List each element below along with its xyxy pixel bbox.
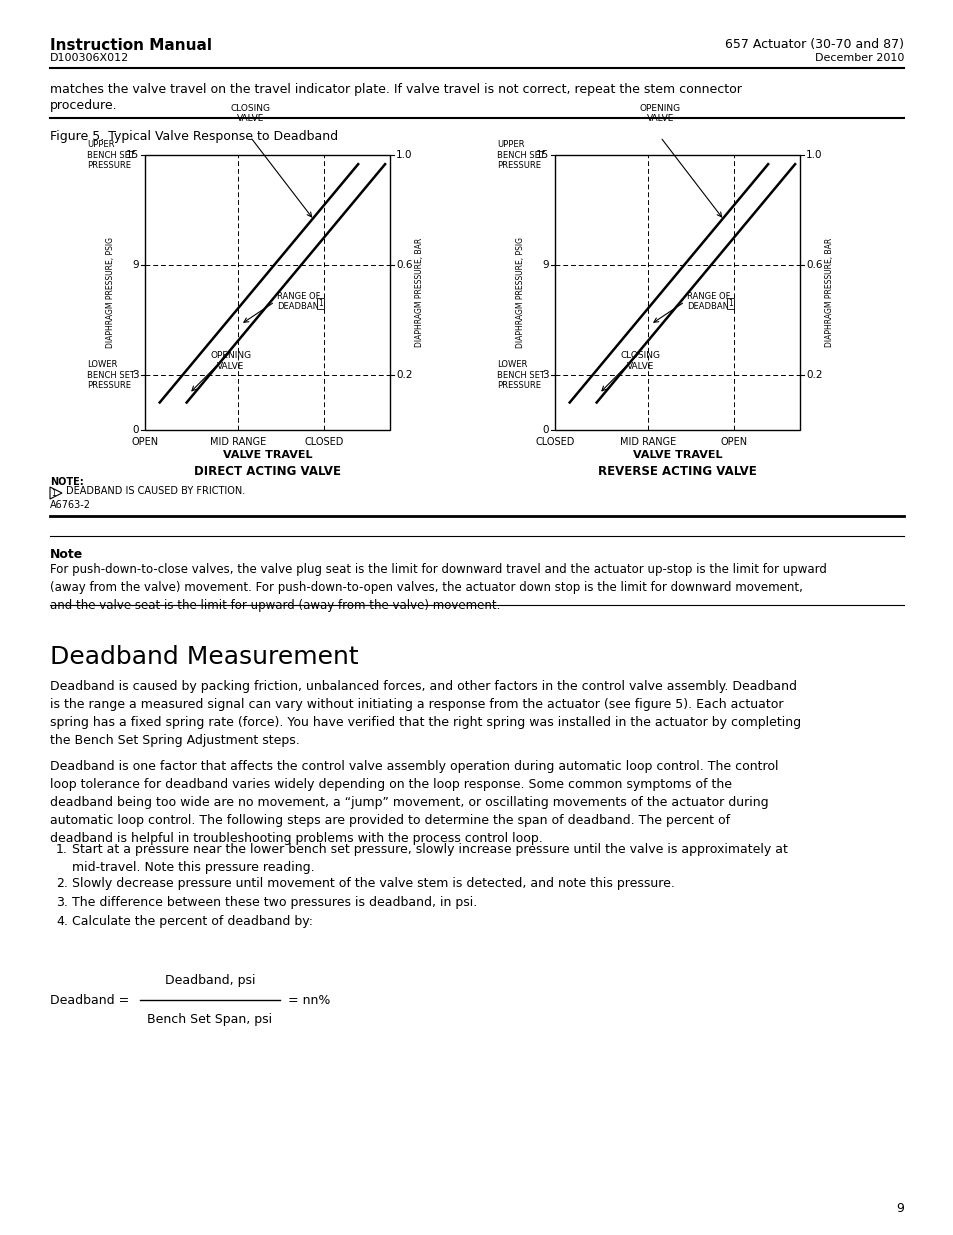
Text: 0.6: 0.6 [805, 261, 821, 270]
Text: CLOSING
VALVE: CLOSING VALVE [230, 104, 270, 124]
Text: OPEN: OPEN [132, 437, 158, 447]
Text: 0.6: 0.6 [395, 261, 412, 270]
Text: MID RANGE: MID RANGE [210, 437, 266, 447]
Text: UPPER
BENCH SET
PRESSURE: UPPER BENCH SET PRESSURE [497, 140, 544, 170]
Text: CLOSED: CLOSED [304, 437, 343, 447]
Text: The difference between these two pressures is deadband, in psi.: The difference between these two pressur… [71, 897, 476, 909]
Text: Instruction Manual: Instruction Manual [50, 38, 212, 53]
Text: For push-down-to-close valves, the valve plug seat is the limit for downward tra: For push-down-to-close valves, the valve… [50, 563, 826, 613]
Text: D100306X012: D100306X012 [50, 53, 129, 63]
Text: 1: 1 [318, 299, 323, 309]
Text: Bench Set Span, psi: Bench Set Span, psi [148, 1013, 273, 1026]
Text: matches the valve travel on the travel indicator plate. If valve travel is not c: matches the valve travel on the travel i… [50, 83, 741, 96]
Text: 0: 0 [132, 425, 139, 435]
Text: 4.: 4. [56, 915, 68, 927]
Text: December 2010: December 2010 [814, 53, 903, 63]
Text: DIAPHRAGM PRESSURE, PSIG: DIAPHRAGM PRESSURE, PSIG [516, 237, 525, 348]
Text: 3: 3 [132, 370, 139, 380]
Text: Deadband is caused by packing friction, unbalanced forces, and other factors in : Deadband is caused by packing friction, … [50, 680, 801, 747]
Text: 2.: 2. [56, 877, 68, 890]
Text: 1: 1 [51, 489, 56, 498]
Text: OPENING
VALVE: OPENING VALVE [639, 104, 680, 124]
Text: Slowly decrease pressure until movement of the valve stem is detected, and note : Slowly decrease pressure until movement … [71, 877, 674, 890]
Text: LOWER
BENCH SET
PRESSURE: LOWER BENCH SET PRESSURE [87, 361, 134, 390]
Text: 0: 0 [542, 425, 548, 435]
Text: Figure 5. Typical Valve Response to Deadband: Figure 5. Typical Valve Response to Dead… [50, 130, 337, 143]
Text: 15: 15 [536, 149, 548, 161]
Text: 9: 9 [542, 261, 548, 270]
Text: Deadband is one factor that affects the control valve assembly operation during : Deadband is one factor that affects the … [50, 760, 778, 845]
Text: = nn%: = nn% [288, 993, 330, 1007]
Text: Start at a pressure near the lower bench set pressure, slowly increase pressure : Start at a pressure near the lower bench… [71, 844, 787, 874]
Text: 1.: 1. [56, 844, 68, 856]
Text: DIAPHRAGM PRESSURE, BAR: DIAPHRAGM PRESSURE, BAR [416, 238, 424, 347]
Text: OPEN: OPEN [720, 437, 746, 447]
Text: 1.0: 1.0 [395, 149, 412, 161]
Bar [145, 156, 390, 430]
Text: 9: 9 [132, 261, 139, 270]
Bar [555, 156, 800, 430]
Text: 0.2: 0.2 [805, 370, 821, 380]
Text: REVERSE ACTING VALVE: REVERSE ACTING VALVE [598, 466, 756, 478]
Text: 657 Actuator (30-70 and 87): 657 Actuator (30-70 and 87) [724, 38, 903, 51]
Text: Calculate the percent of deadband by:: Calculate the percent of deadband by: [71, 915, 313, 927]
Text: CLOSING
VALVE: CLOSING VALVE [620, 352, 660, 370]
Text: Deadband Measurement: Deadband Measurement [50, 645, 358, 669]
Text: 3.: 3. [56, 897, 68, 909]
Text: LOWER
BENCH SET
PRESSURE: LOWER BENCH SET PRESSURE [497, 361, 544, 390]
Text: 0.2: 0.2 [395, 370, 412, 380]
Text: procedure.: procedure. [50, 99, 117, 112]
Text: DIRECT ACTING VALVE: DIRECT ACTING VALVE [193, 466, 340, 478]
Text: DEADBAND IS CAUSED BY FRICTION.: DEADBAND IS CAUSED BY FRICTION. [66, 487, 245, 496]
Text: RANGE OF
DEADBAND: RANGE OF DEADBAND [276, 291, 325, 311]
Text: MID RANGE: MID RANGE [619, 437, 676, 447]
Text: 9: 9 [895, 1202, 903, 1215]
Text: DIAPHRAGM PRESSURE, PSIG: DIAPHRAGM PRESSURE, PSIG [107, 237, 115, 348]
Text: Deadband, psi: Deadband, psi [165, 974, 255, 987]
Text: UPPER
BENCH SET
PRESSURE: UPPER BENCH SET PRESSURE [87, 140, 134, 170]
Text: DIAPHRAGM PRESSURE, BAR: DIAPHRAGM PRESSURE, BAR [824, 238, 834, 347]
Text: OPENING
VALVE: OPENING VALVE [210, 352, 251, 370]
Text: VALVE TRAVEL: VALVE TRAVEL [222, 450, 312, 459]
Text: 1: 1 [728, 299, 733, 309]
Text: 1.0: 1.0 [805, 149, 821, 161]
Text: RANGE OF
DEADBAND: RANGE OF DEADBAND [686, 291, 735, 311]
Text: VALVE TRAVEL: VALVE TRAVEL [632, 450, 721, 459]
Text: NOTE:: NOTE: [50, 477, 84, 487]
Text: A6763-2: A6763-2 [50, 500, 91, 510]
Text: CLOSED: CLOSED [535, 437, 574, 447]
Text: 15: 15 [126, 149, 139, 161]
Text: Deadband =: Deadband = [50, 993, 129, 1007]
Text: 3: 3 [542, 370, 548, 380]
Text: Note: Note [50, 548, 83, 561]
